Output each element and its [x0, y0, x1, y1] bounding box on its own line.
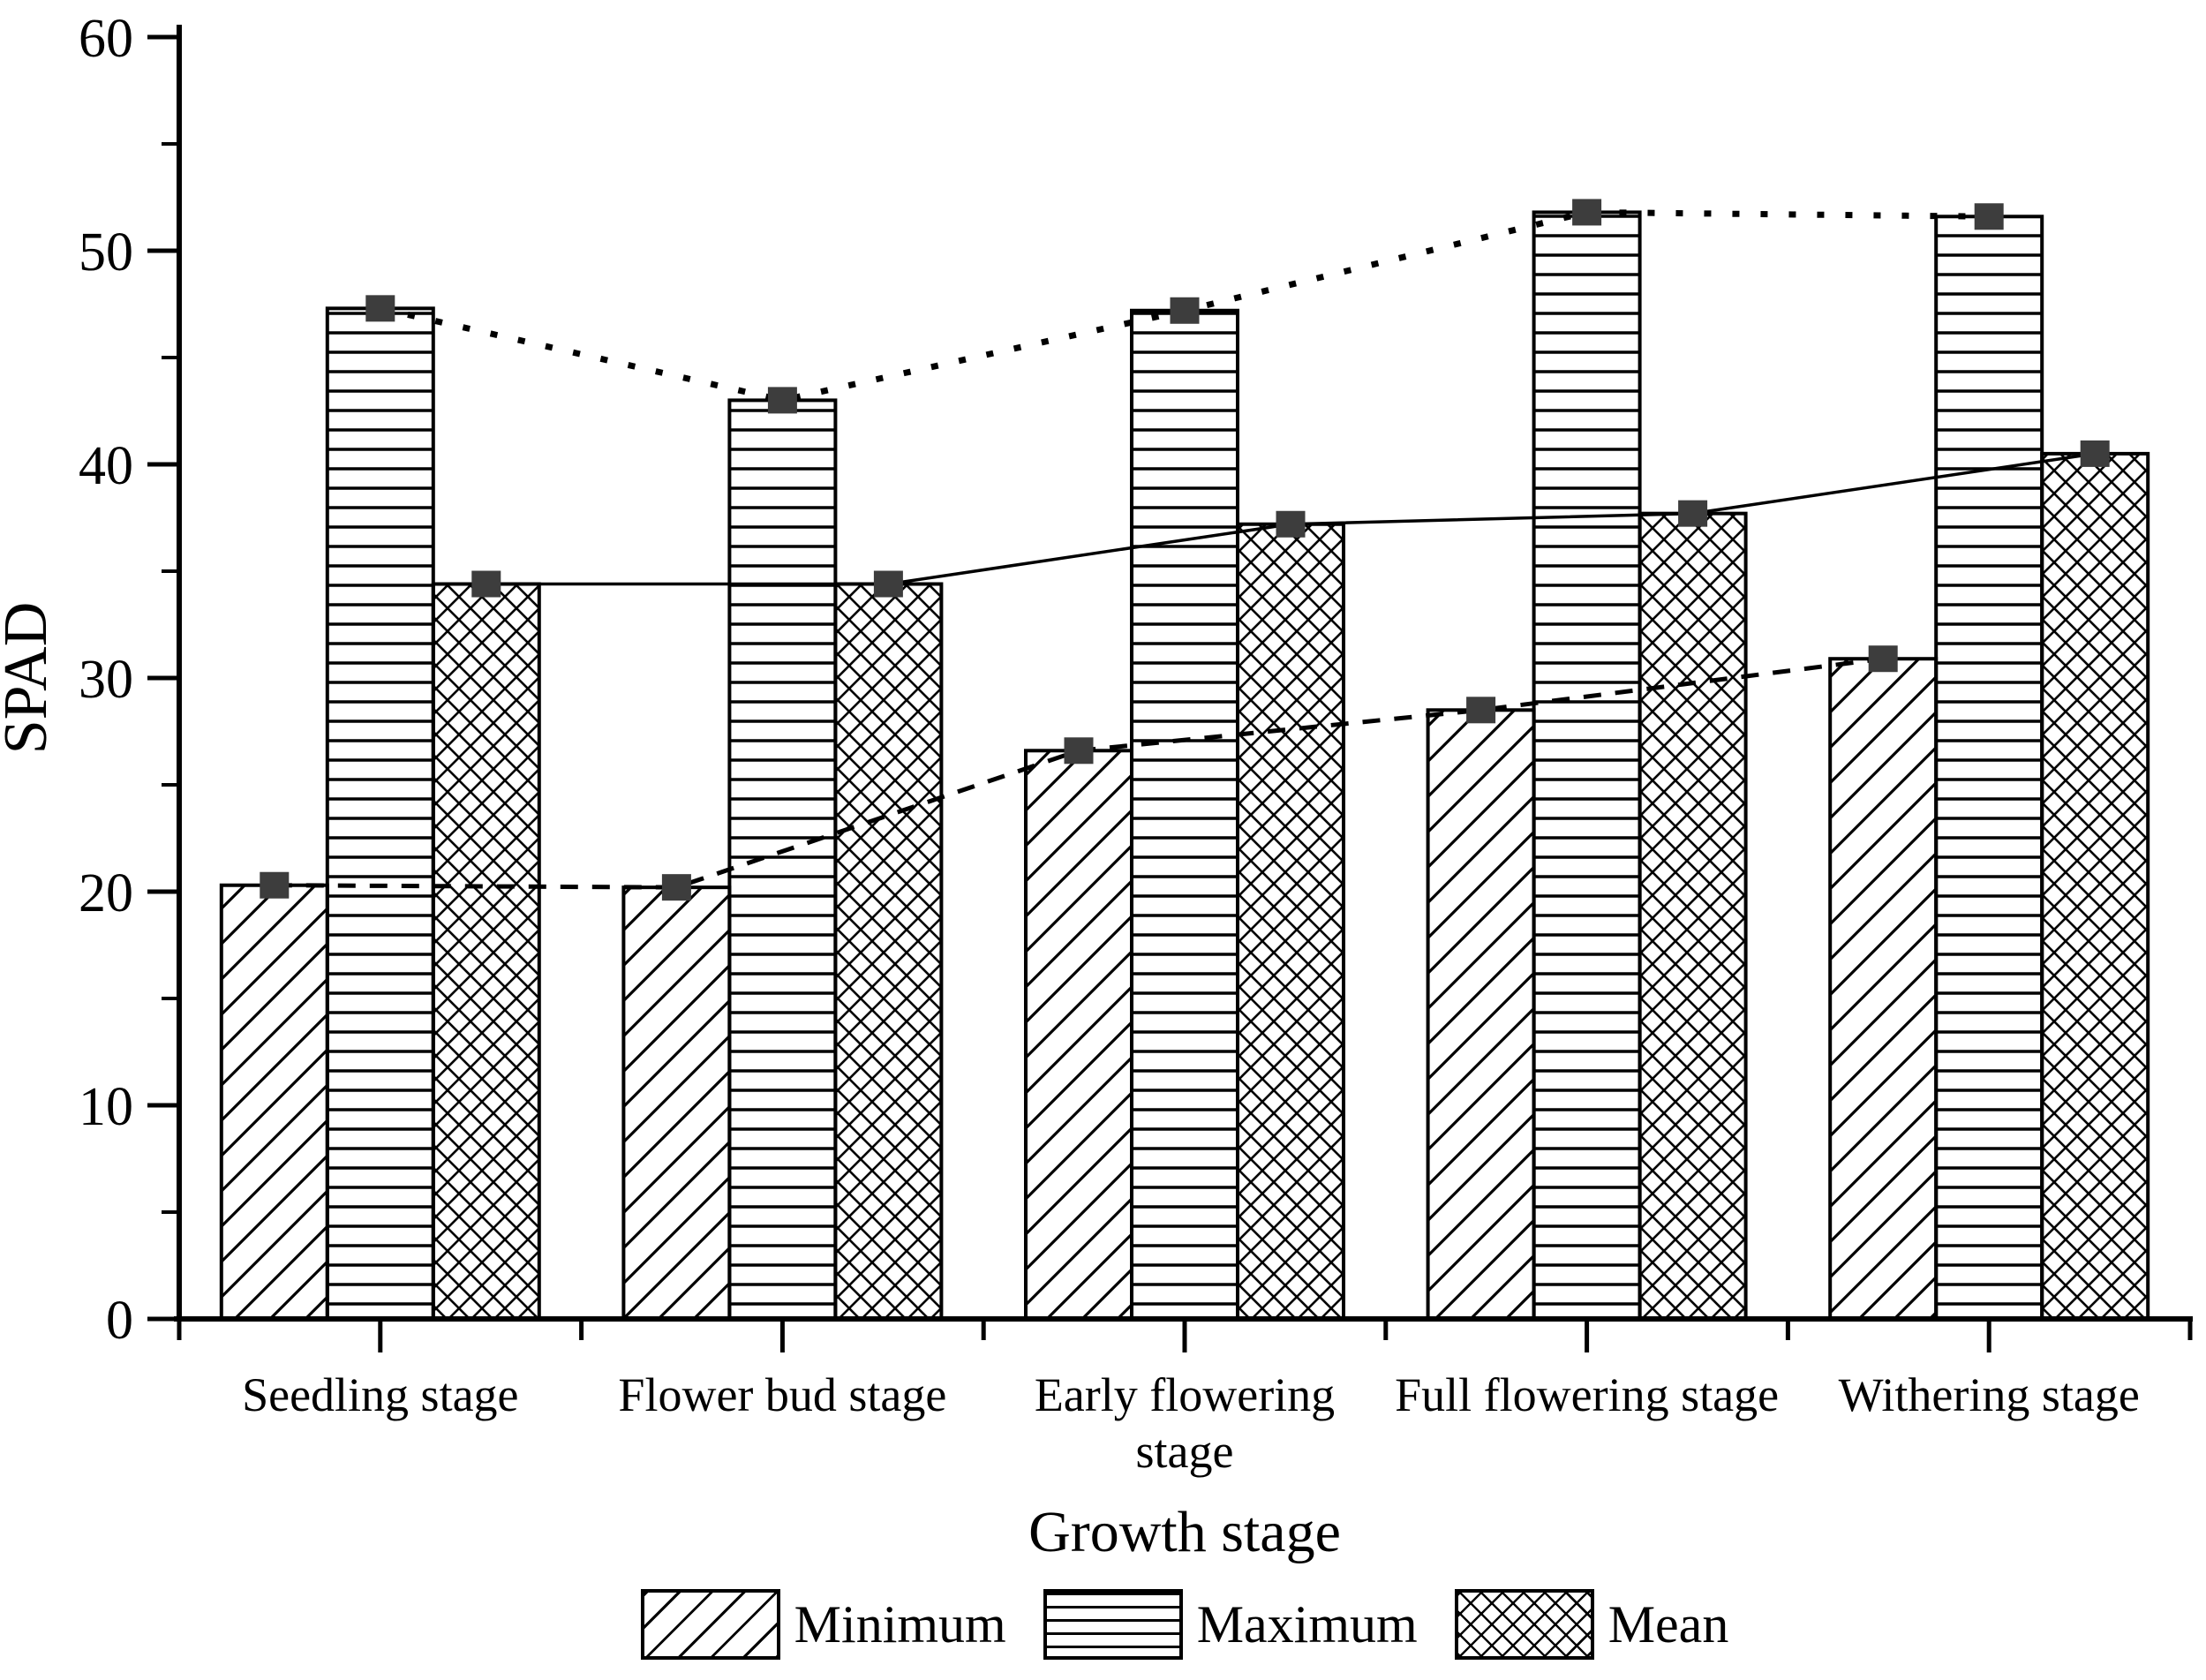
bar-minimum-2 [621, 885, 732, 1321]
bar-minimum-4 [1426, 708, 1536, 1321]
legend-item-minimum: Minimum [640, 1589, 1006, 1660]
maximum-hatch-swatch-icon [1043, 1589, 1183, 1660]
legend-item-maximum: Maximum [1043, 1589, 1418, 1660]
x-category-label-5: Withering stage [1839, 1368, 2140, 1421]
y-axis-ticks: 0 10 20 30 40 50 60 [79, 9, 179, 1351]
y-tick-label-50: 50 [79, 222, 133, 283]
bar-minimum-1 [219, 883, 329, 1321]
x-category-label-2: Flower bud stage [618, 1368, 946, 1421]
legend: Minimum Maximum Mean [179, 1589, 2190, 1660]
y-axis-title: SPAD [0, 602, 60, 755]
bar-maximum-3 [1130, 308, 1239, 1321]
bar-maximum-4 [1532, 210, 1642, 1322]
bar-minimum-5 [1828, 657, 1939, 1321]
minimum-marker-5 [1868, 645, 1898, 673]
y-tick-label-10: 10 [79, 1077, 133, 1137]
x-axis-ticks [177, 1319, 2193, 1352]
y-tick-label-20: 20 [79, 863, 133, 923]
bar-mean-4 [1638, 511, 1748, 1321]
legend-label-maximum: Maximum [1196, 1595, 1418, 1654]
minimum-marker-2 [661, 874, 691, 901]
bar-mean-3 [1236, 522, 1345, 1321]
bar-minimum-3 [1024, 749, 1133, 1321]
y-tick-label-60: 60 [79, 9, 133, 69]
minimum-marker-1 [260, 871, 290, 899]
y-tick-label-30: 30 [79, 650, 133, 710]
x-category-label-3: Early flowering stage [1035, 1368, 1335, 1478]
y-tick-label-40: 40 [79, 436, 133, 496]
mean-marker-3 [1276, 510, 1306, 538]
legend-item-mean: Mean [1454, 1589, 1729, 1660]
bar-mean-5 [2040, 451, 2150, 1321]
y-tick-label-0: 0 [106, 1291, 133, 1351]
legend-label-mean: Mean [1607, 1595, 1729, 1654]
x-category-label-1: Seedling stage [242, 1368, 518, 1421]
bar-maximum-1 [325, 306, 435, 1322]
maximum-marker-5 [1974, 203, 2004, 230]
series-markers [260, 199, 2110, 901]
bar-maximum-2 [727, 398, 838, 1321]
plot-area: 0 10 20 30 40 50 60 Seedling stage Flower bud s… [0, 9, 2193, 1478]
x-axis-title: Growth stage [1028, 1500, 1341, 1564]
x-category-label-4: Full flowering stage [1395, 1368, 1779, 1421]
bar-maximum-5 [1934, 215, 2044, 1321]
mean-hatch-swatch-icon [1454, 1589, 1594, 1660]
mean-marker-1 [471, 570, 501, 598]
bar-series-group [219, 210, 2150, 1322]
mean-marker-2 [873, 570, 903, 598]
maximum-marker-3 [1170, 297, 1200, 324]
maximum-marker-2 [767, 387, 797, 414]
legend-label-minimum: Minimum [794, 1595, 1006, 1654]
mean-marker-4 [1678, 500, 1708, 527]
x-category-labels: Seedling stage Flower bud stage Early flow… [242, 1368, 2140, 1478]
bar-mean-2 [833, 582, 944, 1321]
minimum-marker-4 [1466, 697, 1496, 724]
minimum-hatch-swatch-icon [640, 1589, 780, 1660]
bar-mean-1 [431, 582, 541, 1321]
maximum-marker-1 [365, 295, 395, 322]
mean-marker-5 [2080, 440, 2110, 467]
minimum-marker-3 [1064, 737, 1094, 765]
maximum-marker-4 [1572, 199, 1602, 226]
